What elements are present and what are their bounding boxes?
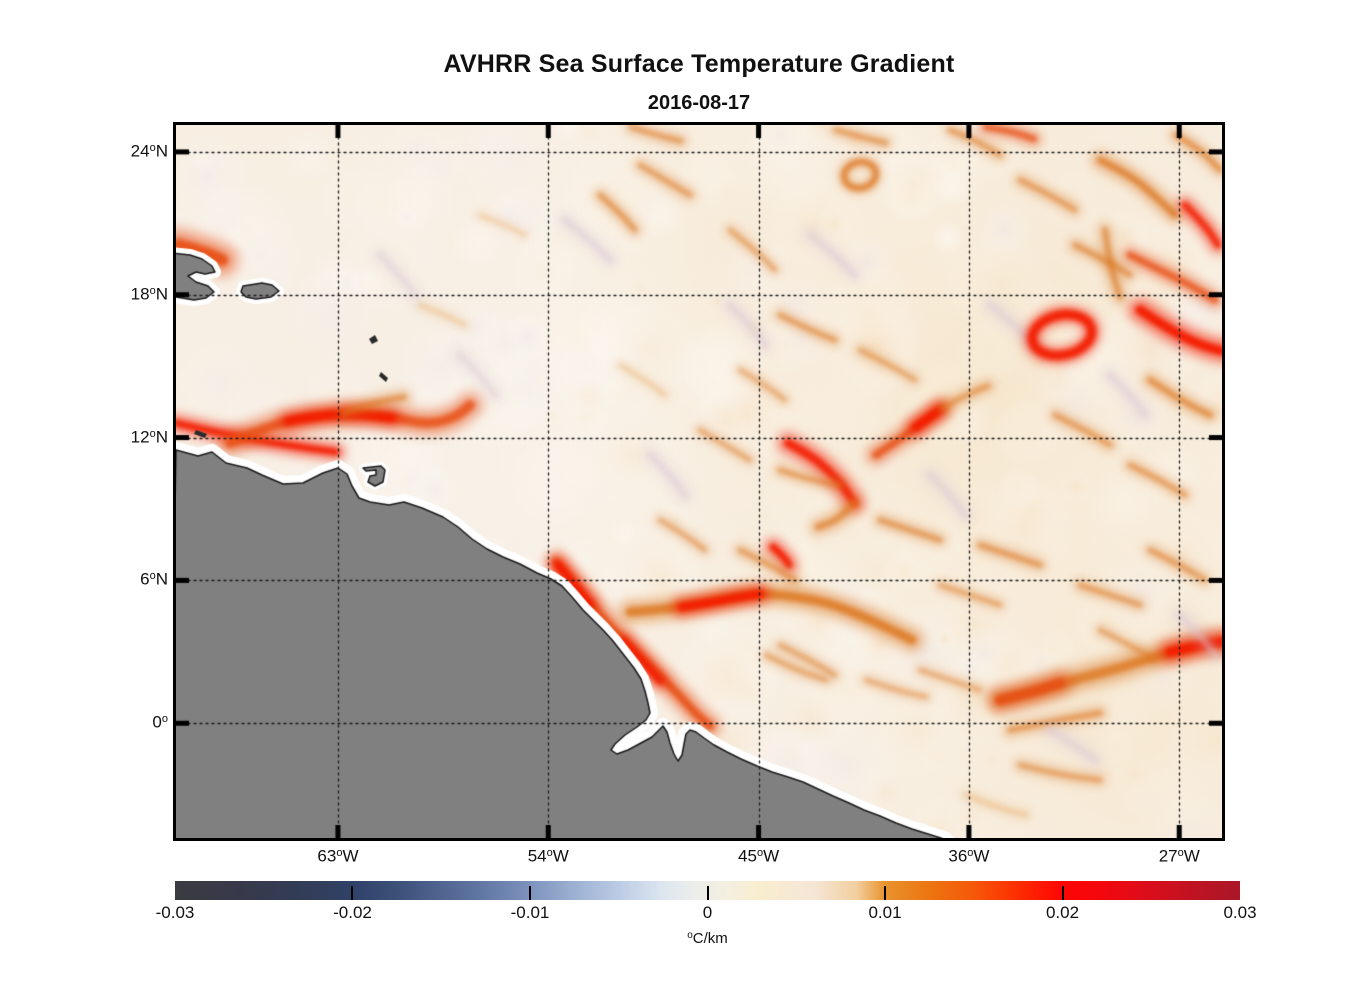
tick-label: 24oN [130,141,168,161]
colorbar-tick-label: -0.01 [510,903,550,922]
degree-symbol: o [687,930,693,941]
plot-title: AVHRR Sea Surface Temperature Gradient [443,50,955,78]
tick-label: 63oW [317,846,359,866]
tick-label: 18oN [130,284,168,304]
degree-symbol: o [1177,847,1184,859]
tick-label: 27oW [1158,846,1200,866]
colorbar-tick-label: -0.03 [155,903,195,922]
plot-subtitle: 2016-08-17 [647,92,751,114]
colorbar-tick [883,886,886,900]
degree-symbol: o [336,847,343,859]
tick-label: 36oW [948,846,990,866]
colorbar-tick-label: 0.03 [1223,903,1257,922]
tick-label: 6oN [140,570,168,590]
colorbar-tick-label: 0.02 [1045,903,1080,922]
degree-symbol: o [967,847,974,859]
colorbar-tick-label: 0 [702,903,713,922]
colorbar-tick [706,886,709,900]
degree-symbol: o [149,284,156,297]
degree-symbol: o [756,847,764,859]
colorbar [175,881,1240,900]
colorbar-tick-labels: -0.03 -0.02 -0.01 0 0.01 0.02 0.03 [156,903,1257,927]
colorbar-unit-label: oC/km [175,929,1240,947]
colorbar-tick-label: 0.01 [868,903,902,922]
tick-label: 12oN [130,427,168,447]
tick-label: 0o [152,712,168,732]
tick-label: 45oW [738,846,780,866]
tick-label: 54oW [527,846,569,866]
map-canvas [176,125,1222,838]
degree-symbol: o [149,570,156,583]
colorbar-tick [528,886,531,900]
degree-symbol: o [149,427,156,440]
colorbar-tick-label: -0.02 [333,903,372,922]
degree-symbol: o [161,713,168,726]
plot-area [173,122,1225,841]
degree-symbol: o [149,141,156,154]
colorbar-tick [351,886,354,900]
degree-symbol: o [546,847,553,859]
colorbar-tick [1061,886,1064,900]
unit-text: C/km [692,930,728,947]
